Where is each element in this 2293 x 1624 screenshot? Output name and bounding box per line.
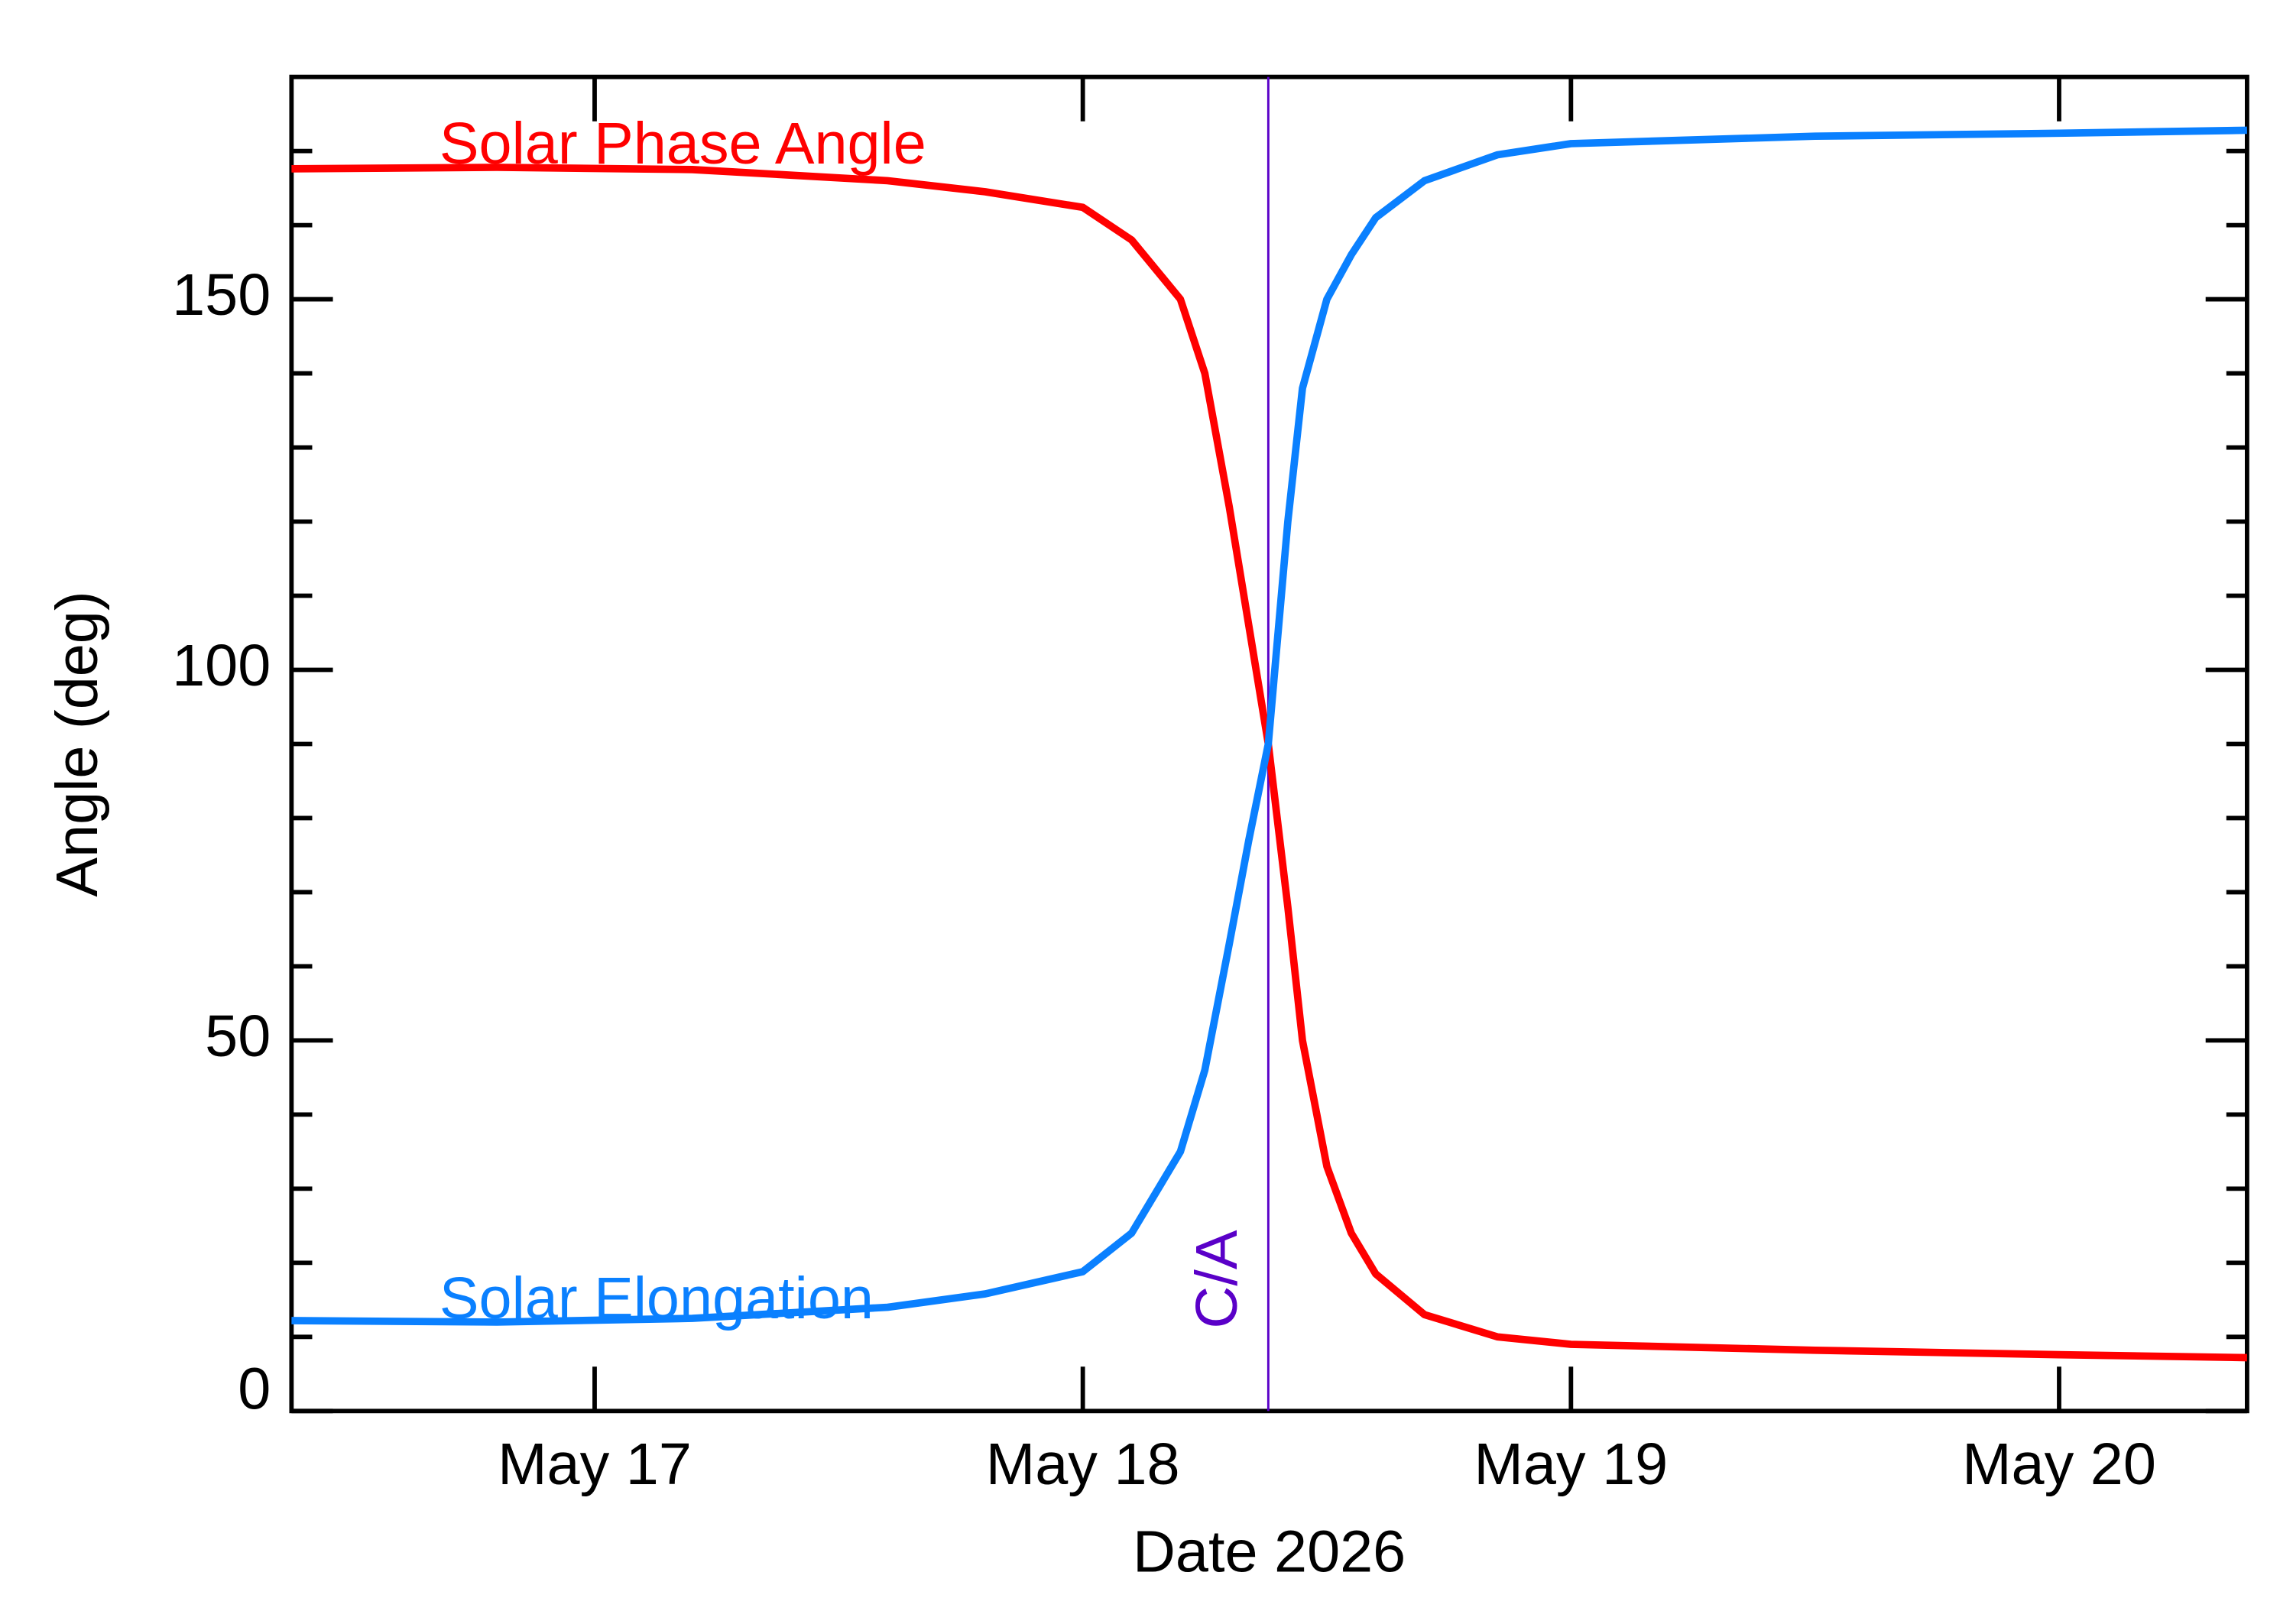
y-tick-label: 0	[238, 1357, 271, 1422]
series-line	[291, 126, 2247, 1326]
series-label: Solar Elongation	[439, 1266, 874, 1331]
y-axis-label: Angle (deg)	[44, 591, 110, 896]
x-tick-label: May 17	[498, 1431, 692, 1497]
x-tick-label: May 20	[1962, 1431, 2156, 1497]
y-tick-label: 150	[172, 262, 271, 328]
x-axis-label: Date 2026	[1133, 1519, 1406, 1584]
closest-approach-label: C/A	[1184, 1230, 1250, 1328]
y-tick-label: 100	[172, 633, 271, 699]
x-tick-label: May 18	[986, 1431, 1180, 1497]
y-tick-label: 50	[205, 1003, 271, 1069]
series-label: Solar Phase Angle	[439, 111, 926, 177]
x-tick-label: May 19	[1474, 1431, 1668, 1497]
